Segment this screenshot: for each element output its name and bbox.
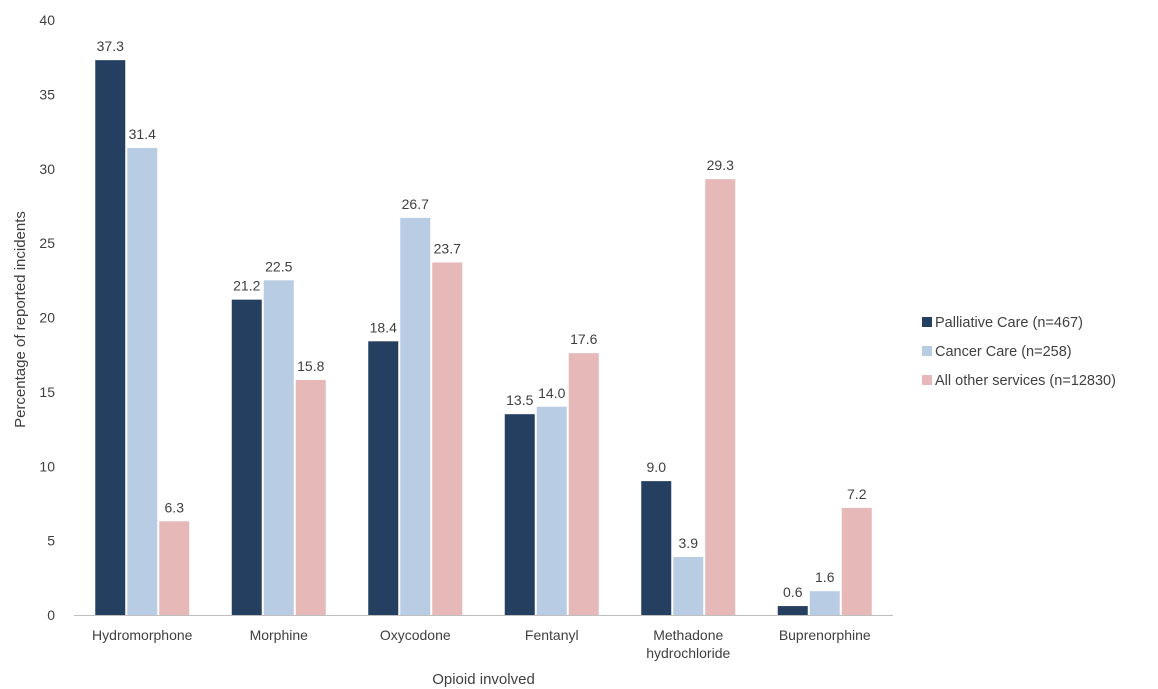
x-tick-label: Methadone hydrochloride [646, 627, 730, 661]
data-label: 14.0 [538, 385, 565, 401]
y-tick-label: 0 [47, 607, 55, 623]
legend-swatch [922, 317, 932, 327]
data-label: 31.4 [129, 126, 156, 142]
y-tick-label: 25 [39, 235, 55, 251]
y-tick-label: 20 [39, 310, 55, 326]
bar [231, 299, 262, 615]
bars [95, 60, 872, 616]
y-axis-ticks: 0 5 10 15 20 25 30 35 40 [39, 12, 55, 623]
data-label: 29.3 [707, 157, 734, 173]
bar [432, 262, 463, 615]
legend-label: All other services (n=12830) [935, 373, 1116, 389]
bar [641, 481, 672, 615]
data-label: 1.6 [815, 569, 835, 585]
data-label: 7.2 [847, 486, 867, 502]
data-label: 26.7 [402, 196, 429, 212]
bar [568, 353, 599, 615]
legend: Palliative Care (n=467) Cancer Care (n=25… [922, 315, 1116, 389]
data-label: 9.0 [647, 459, 667, 475]
bar [841, 507, 872, 615]
data-label: 23.7 [434, 240, 461, 256]
bar [536, 406, 567, 615]
data-label: 22.5 [265, 258, 292, 274]
bar [400, 217, 431, 615]
x-tick-label: Buprenorphine [779, 627, 871, 643]
data-label: 6.3 [165, 499, 185, 515]
y-tick-label: 5 [47, 533, 55, 549]
data-label: 3.9 [679, 535, 699, 551]
bar [705, 179, 736, 615]
data-label: 18.4 [370, 319, 397, 335]
x-axis-ticks: Hydromorphone Morphine Oxycodone Fentanyl Me… [92, 627, 871, 661]
legend-label: Cancer Care (n=258) [935, 344, 1072, 360]
bar [95, 60, 126, 616]
y-axis-title: Percentage of reported incidents [12, 211, 29, 428]
data-label: 0.6 [783, 584, 803, 600]
data-label: 21.2 [233, 278, 260, 294]
y-tick-label: 15 [39, 384, 55, 400]
data-label: 17.6 [570, 331, 597, 347]
bar [809, 591, 840, 615]
data-labels: 37.3 31.4 6.3 21.2 22.5 15.8 18.4 26.7 23.7 13.5 1… [97, 38, 867, 600]
data-label: 13.5 [506, 392, 533, 408]
legend-swatch [922, 346, 932, 356]
y-tick-label: 40 [39, 12, 55, 28]
x-tick-label: Fentanyl [525, 627, 579, 643]
bar [159, 521, 190, 615]
bar [777, 606, 808, 615]
x-tick-label: Hydromorphone [92, 627, 193, 643]
bar [673, 556, 704, 615]
x-axis-title: Opioid involved [432, 671, 535, 688]
legend-label: Palliative Care (n=467) [935, 315, 1083, 331]
x-tick-label: Morphine [250, 627, 309, 643]
bar [295, 379, 326, 615]
bar [263, 280, 294, 615]
x-tick-label: Oxycodone [380, 627, 451, 643]
y-tick-label: 30 [39, 161, 55, 177]
legend-swatch [922, 375, 932, 385]
y-tick-label: 35 [39, 86, 55, 102]
bar [504, 414, 535, 615]
y-tick-label: 10 [39, 458, 55, 474]
data-label: 15.8 [297, 358, 324, 374]
data-label: 37.3 [97, 38, 124, 54]
bar [127, 147, 158, 616]
bar [368, 341, 399, 615]
